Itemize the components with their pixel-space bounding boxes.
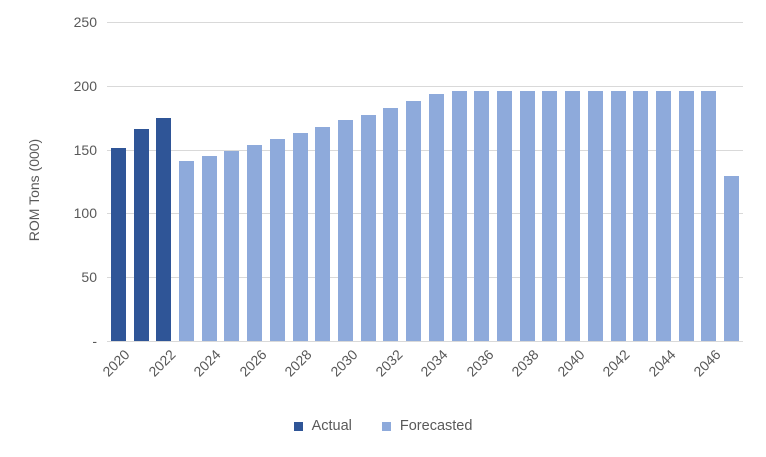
bar-2034-forecasted [428,93,444,341]
legend-label-forecasted: Forecasted [399,418,473,434]
x-axis-line [107,341,743,342]
legend: Actual Forecasted [0,416,766,436]
bar-2030-forecasted [338,120,353,341]
bar-2028-forecasted [292,133,308,341]
bar-2023-forecasted [179,161,194,341]
bar-2039-forecasted [542,90,558,341]
bar-2031-forecasted [360,115,376,341]
bar-2035-forecasted [451,90,467,341]
bar-2029-forecasted [315,126,331,341]
y-tick-label-100: 100 [73,205,97,221]
bar-2038-forecasted [519,90,535,341]
bar-2044-forecasted [656,90,671,341]
y-tick-label-0: - [92,333,97,349]
bar-2025-forecasted [224,150,240,341]
bar-2040-forecasted [565,90,581,341]
y-tick-label-150: 150 [73,142,97,158]
bar-2020-actual [110,148,126,341]
legend-swatch-forecasted-icon [381,421,391,431]
bar-2024-forecasted [201,156,217,341]
bar-2033-forecasted [406,101,422,341]
bar-2047-forecasted [724,176,740,341]
legend-swatch-actual-icon [293,421,303,431]
bar-2045-forecasted [678,90,694,341]
legend-item-forecasted: Forecasted [381,418,473,434]
legend-item-actual: Actual [293,418,352,434]
gridline-100 [107,213,743,214]
bar-2032-forecasted [383,107,399,341]
y-tick-label-250: 250 [73,14,97,30]
bar-2042-forecasted [610,90,626,341]
bar-2036-forecasted [474,90,490,341]
legend-label-actual: Actual [311,418,352,434]
bar-2037-forecasted [497,90,512,341]
gridline-200 [107,86,743,87]
bar-2043-forecasted [633,90,649,341]
bar-2027-forecasted [269,139,285,341]
gridline-150 [107,150,743,151]
y-tick-label-50: 50 [81,269,97,285]
bar-2021-actual [133,129,149,341]
gridline-50 [107,277,743,278]
gridline-250 [107,22,743,23]
bar-2026-forecasted [247,144,263,341]
bar-2022-actual [156,117,172,341]
y-tick-label-200: 200 [73,78,97,94]
bar-2046-forecasted [701,90,717,341]
bar-2041-forecasted [587,90,603,341]
y-axis-title: ROM Tons (000) [26,138,42,242]
